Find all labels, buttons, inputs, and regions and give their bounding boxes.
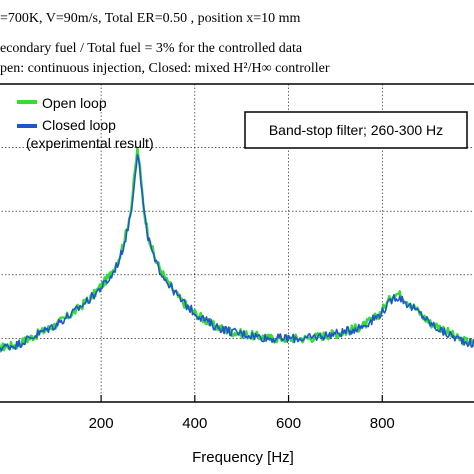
x-tick-label-400: 400 — [182, 415, 207, 432]
x-tick-label-200: 200 — [89, 415, 114, 432]
annotation-text: Band-stop filter; 260-300 Hz — [269, 122, 443, 138]
plot-frame — [0, 83, 474, 403]
legend: Open loop Closed loop (experimental resu… — [17, 95, 154, 151]
series-line-open-loop — [0, 146, 474, 353]
x-tick-label-600: 600 — [276, 415, 301, 432]
x-tick-label-800: 800 — [370, 415, 395, 432]
annotation-frame — [244, 111, 468, 149]
chart-header: =700K, V=90m/s, Total ER=0.50 , position… — [0, 11, 330, 76]
series-layer — [0, 146, 474, 353]
x-axis-label: Frequency [Hz] — [192, 449, 294, 466]
series-line-closed-loop — [0, 154, 474, 352]
x-ticks: 200 400 600 800 — [89, 395, 395, 432]
annotation-box: Band-stop filter; 260-300 Hz — [244, 111, 468, 149]
legend-swatch-open-loop — [17, 100, 37, 104]
legend-label-open-loop: Open loop — [42, 95, 107, 111]
header-line-1: =700K, V=90m/s, Total ER=0.50 , position… — [0, 11, 300, 26]
legend-note: (experimental result) — [26, 135, 154, 151]
header-line-3: pen: continuous injection, Closed: mixed… — [0, 61, 330, 76]
header-line-2: econdary fuel / Total fuel = 3% for the … — [0, 41, 303, 56]
legend-label-closed-loop: Closed loop — [42, 117, 116, 133]
legend-swatch-closed-loop — [17, 124, 37, 128]
